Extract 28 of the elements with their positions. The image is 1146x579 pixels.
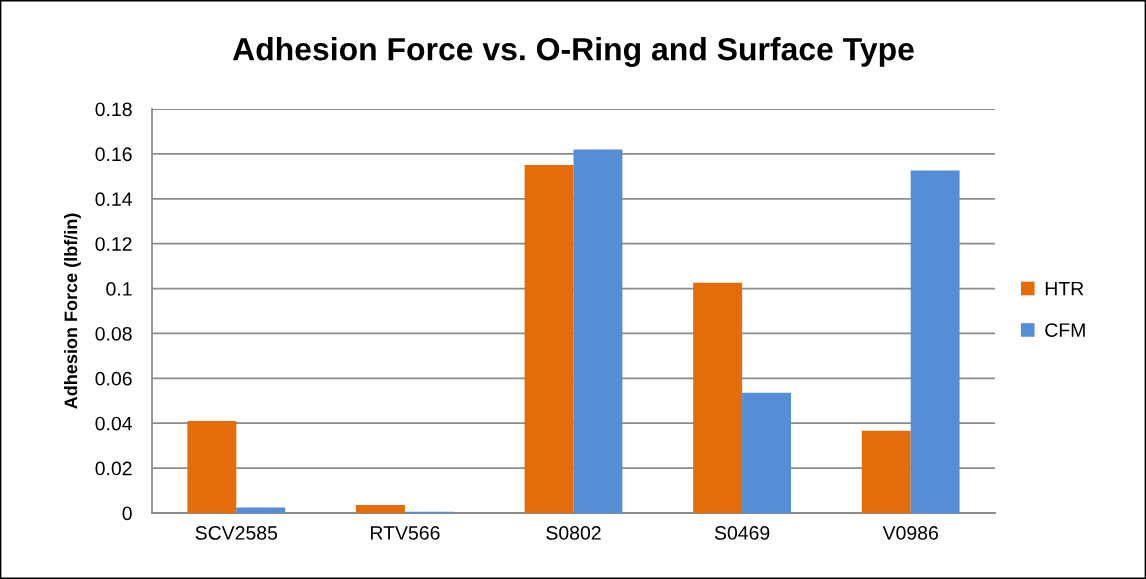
y-tick-label: 0.14 [95, 192, 132, 207]
bar [861, 430, 911, 513]
bar [910, 170, 960, 513]
legend-label: CFM [1045, 323, 1085, 337]
x-tick-label: SCV2585 [195, 526, 278, 540]
y-axis-title: Adhesion Force (lbf/in) [63, 213, 81, 409]
bar [573, 149, 623, 513]
x-tick-label: V0986 [882, 526, 938, 540]
x-tick-label: S0469 [714, 526, 770, 540]
y-tick-label: 0.16 [95, 147, 132, 162]
y-tick-label: 0.18 [95, 102, 132, 117]
y-tick-label: 0.08 [95, 326, 132, 341]
x-tick-label: RTV566 [371, 526, 440, 540]
bar [236, 507, 286, 513]
bar [356, 504, 405, 513]
y-tick-label: 0.12 [95, 237, 132, 251]
bar [693, 282, 743, 513]
y-tick-label: 0 [122, 506, 132, 521]
bar [187, 420, 237, 513]
y-tick-label: 0.04 [95, 416, 132, 431]
y-tick-label: 0.1 [106, 282, 132, 296]
y-tick-label: 0.06 [95, 371, 132, 386]
x-tick-label: S0802 [546, 526, 601, 540]
bar [524, 165, 574, 513]
y-tick-label: 0.02 [95, 461, 132, 476]
bar [742, 392, 791, 513]
chart-title: Adhesion Force vs. O-Ring and Surface Type [232, 37, 914, 67]
legend-label: HTR [1045, 281, 1084, 296]
